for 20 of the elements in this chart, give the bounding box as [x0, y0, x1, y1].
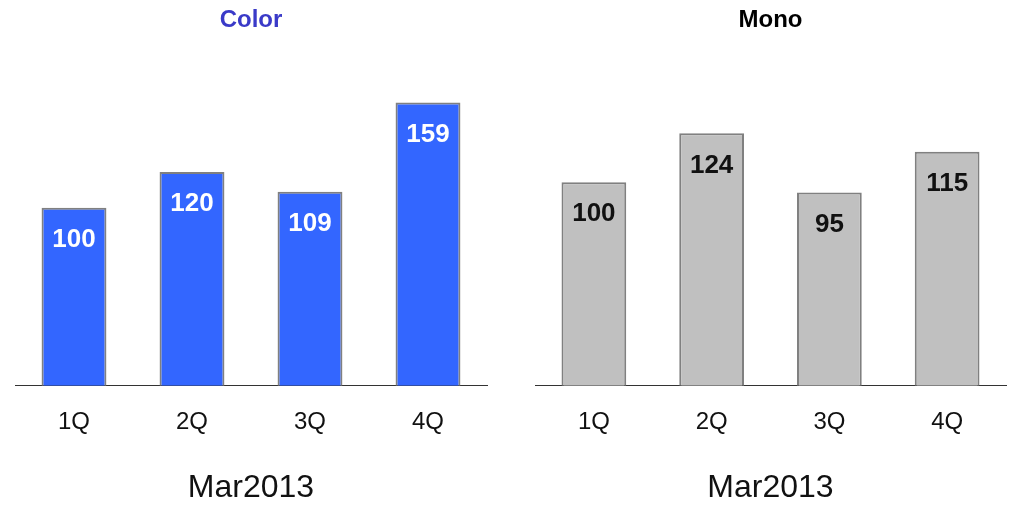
x-tick-label: 4Q	[411, 406, 445, 434]
data-label: 159	[406, 117, 450, 148]
chart-title: Color	[219, 5, 283, 33]
x-tick-label: 1Q	[57, 406, 91, 434]
data-label: 109	[288, 206, 332, 237]
x-tick-label: 1Q	[577, 406, 610, 434]
x-tick-label: 3Q	[813, 406, 846, 434]
data-label: 95	[814, 207, 844, 238]
data-label: 100	[52, 222, 96, 253]
data-label: 120	[170, 187, 214, 218]
x-tick-label: 4Q	[931, 406, 964, 434]
x-tick-label: 2Q	[695, 406, 728, 434]
x-tick-label: 3Q	[293, 406, 327, 434]
data-label: 100	[572, 197, 616, 228]
x-axis-title: Mar2013	[187, 467, 315, 504]
x-tick-label: 2Q	[175, 406, 209, 434]
x-axis-title: Mar2013	[707, 467, 834, 504]
data-label: 124	[689, 148, 734, 179]
data-label: 115	[926, 166, 969, 197]
chart-title: Mono	[738, 5, 803, 33]
